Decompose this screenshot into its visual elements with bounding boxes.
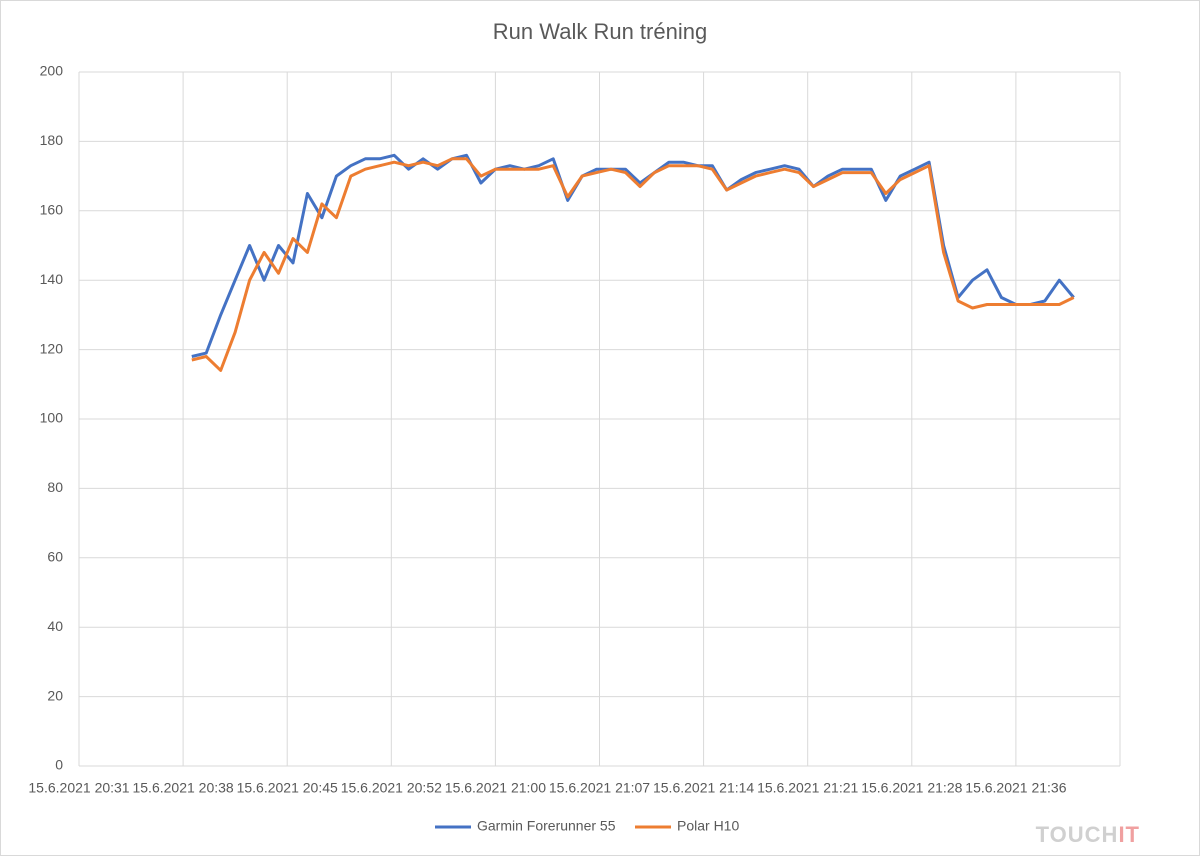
x-tick-label: 15.6.2021 21:28 (861, 780, 962, 796)
x-tick-label: 15.6.2021 21:36 (965, 780, 1066, 796)
y-tick-label: 180 (40, 132, 64, 148)
x-tick-label: 15.6.2021 20:38 (132, 780, 233, 796)
series-line (191, 153, 1075, 358)
y-tick-label: 0 (55, 757, 63, 773)
series-line (191, 157, 1075, 372)
x-tick-label: 15.6.2021 21:21 (757, 780, 858, 796)
x-tick-label: 15.6.2021 21:14 (653, 780, 754, 796)
y-tick-label: 40 (47, 618, 63, 634)
watermark-part: TOUCH (1036, 822, 1119, 847)
y-tick-label: 20 (47, 687, 63, 703)
x-tick-label: 15.6.2021 20:31 (28, 780, 129, 796)
y-tick-label: 160 (40, 202, 64, 218)
watermark: TOUCHIT (1036, 822, 1140, 847)
legend-label: Polar H10 (677, 818, 739, 834)
y-tick-label: 120 (40, 340, 64, 356)
y-tick-label: 200 (40, 63, 64, 79)
y-tick-label: 60 (47, 549, 63, 565)
y-tick-label: 100 (40, 410, 64, 426)
legend-label: Garmin Forerunner 55 (477, 818, 616, 834)
x-tick-label: 15.6.2021 21:00 (445, 780, 546, 796)
x-tick-label: 15.6.2021 20:52 (341, 780, 442, 796)
y-tick-label: 140 (40, 271, 64, 287)
chart-title: Run Walk Run tréning (493, 19, 707, 44)
x-tick-label: 15.6.2021 21:07 (549, 780, 650, 796)
x-tick-label: 15.6.2021 20:45 (237, 780, 338, 796)
y-tick-label: 80 (47, 479, 63, 495)
watermark-part: IT (1118, 822, 1140, 847)
